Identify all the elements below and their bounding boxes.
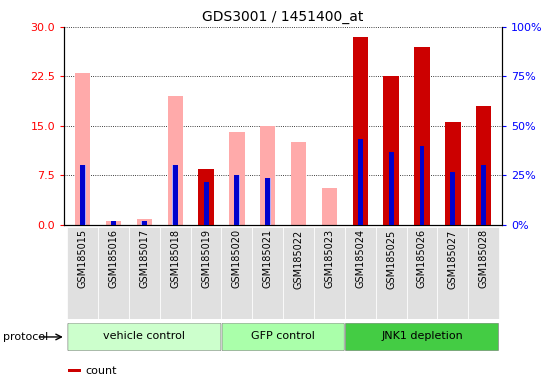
Bar xyxy=(445,122,460,225)
Text: GSM185025: GSM185025 xyxy=(386,229,396,288)
Bar xyxy=(437,227,468,319)
Text: GSM185024: GSM185024 xyxy=(355,229,365,288)
Bar xyxy=(414,47,430,225)
Bar xyxy=(68,369,81,372)
Bar xyxy=(345,227,376,319)
Bar xyxy=(252,227,283,319)
Bar xyxy=(481,166,486,225)
Bar xyxy=(420,146,425,225)
Bar xyxy=(172,166,178,225)
Text: GSM185021: GSM185021 xyxy=(263,229,273,288)
Bar xyxy=(106,221,121,225)
Bar xyxy=(167,96,183,225)
Text: GSM185028: GSM185028 xyxy=(479,229,489,288)
Bar xyxy=(110,221,117,225)
Text: vehicle control: vehicle control xyxy=(103,331,185,341)
Bar xyxy=(383,146,399,225)
Bar xyxy=(234,175,239,225)
Bar xyxy=(173,166,177,225)
Bar xyxy=(314,227,345,319)
Bar xyxy=(129,227,160,319)
Text: GSM185023: GSM185023 xyxy=(324,229,334,288)
Bar xyxy=(198,169,214,225)
Text: GSM185022: GSM185022 xyxy=(294,229,304,288)
Title: GDS3001 / 1451400_at: GDS3001 / 1451400_at xyxy=(203,10,364,25)
Bar xyxy=(358,139,363,225)
Bar xyxy=(98,227,129,319)
Text: GSM185026: GSM185026 xyxy=(417,229,427,288)
Bar xyxy=(75,73,90,225)
Bar xyxy=(229,132,244,225)
Text: GSM185018: GSM185018 xyxy=(170,229,180,288)
Bar xyxy=(265,179,270,225)
Text: GSM185017: GSM185017 xyxy=(140,229,150,288)
Bar xyxy=(283,227,314,319)
Bar xyxy=(141,221,147,225)
Bar xyxy=(80,166,85,225)
Text: GFP control: GFP control xyxy=(251,331,315,341)
Bar xyxy=(204,182,209,225)
Bar xyxy=(376,227,407,319)
Bar xyxy=(142,221,147,225)
FancyBboxPatch shape xyxy=(222,323,344,351)
Bar xyxy=(407,227,437,319)
Bar xyxy=(234,175,240,225)
Bar xyxy=(160,227,191,319)
Text: GSM185016: GSM185016 xyxy=(108,229,118,288)
Bar xyxy=(353,37,368,225)
Text: protocol: protocol xyxy=(3,332,48,342)
Bar xyxy=(383,76,399,225)
Bar xyxy=(222,227,252,319)
Bar xyxy=(291,142,306,225)
Bar xyxy=(389,152,393,225)
Bar xyxy=(191,227,222,319)
Bar xyxy=(450,172,455,225)
FancyBboxPatch shape xyxy=(68,323,221,351)
FancyBboxPatch shape xyxy=(345,323,498,351)
Text: GSM185020: GSM185020 xyxy=(232,229,242,288)
Bar xyxy=(137,219,152,225)
Text: GSM185019: GSM185019 xyxy=(201,229,211,288)
Bar xyxy=(68,227,98,319)
Text: GSM185015: GSM185015 xyxy=(78,229,88,288)
Bar xyxy=(265,179,271,225)
Text: GSM185027: GSM185027 xyxy=(448,229,458,288)
Bar xyxy=(322,189,337,225)
Bar xyxy=(468,227,499,319)
Bar xyxy=(198,169,214,225)
Bar xyxy=(476,106,492,225)
Bar xyxy=(80,166,85,225)
Bar xyxy=(111,221,116,225)
Text: JNK1 depletion: JNK1 depletion xyxy=(381,331,463,341)
Bar xyxy=(260,126,276,225)
Text: count: count xyxy=(85,366,117,376)
